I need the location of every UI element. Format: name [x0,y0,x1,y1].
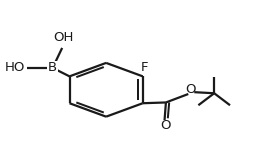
Text: B: B [48,61,57,74]
Text: OH: OH [53,31,74,44]
Text: F: F [141,61,149,74]
Text: HO: HO [4,61,25,74]
Text: O: O [160,119,171,132]
Text: O: O [185,83,196,96]
